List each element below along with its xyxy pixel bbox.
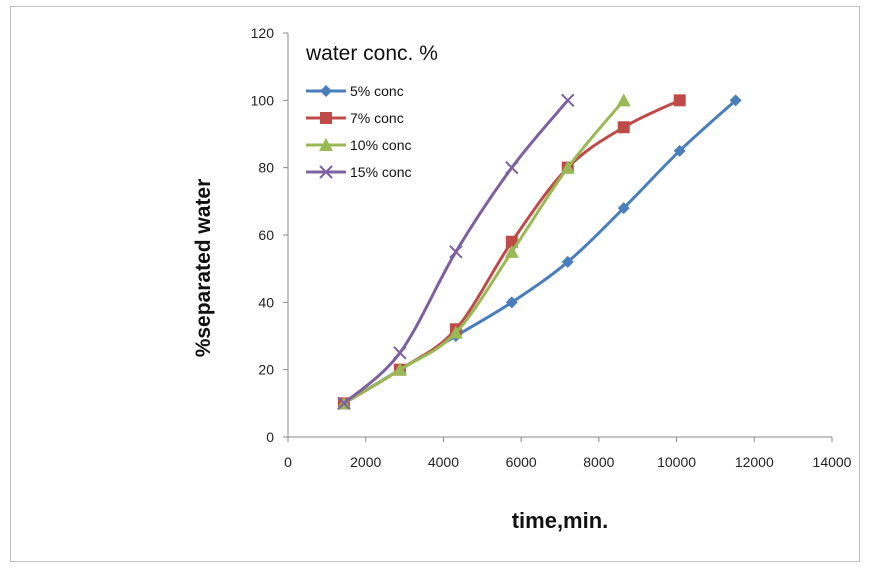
legend-marker bbox=[320, 112, 332, 124]
legend-label: 15% conc bbox=[350, 164, 411, 180]
x-marker-stroke bbox=[393, 346, 407, 360]
data-point bbox=[617, 121, 630, 134]
legend: water conc. % 5% conc 7% conc 10% conc 15% … bbox=[305, 42, 438, 180]
x-tick-label: 4000 bbox=[428, 454, 459, 470]
x-tick-label: 14000 bbox=[813, 454, 852, 470]
x-marker-stroke bbox=[319, 165, 333, 179]
y-tick-label: 100 bbox=[251, 92, 275, 108]
x-tick-label: 10000 bbox=[657, 454, 696, 470]
data-point bbox=[337, 396, 351, 411]
y-tick-label: 40 bbox=[258, 294, 274, 310]
legend-marker bbox=[319, 138, 333, 151]
y-tick-label: 120 bbox=[251, 25, 275, 41]
x-tick-label: 6000 bbox=[506, 454, 537, 470]
data-point bbox=[616, 93, 631, 107]
legend-entry: 5% conc bbox=[306, 83, 404, 99]
series-15-conc bbox=[337, 93, 575, 411]
x-tick-label: 12000 bbox=[735, 454, 774, 470]
legend-entry: 15% conc bbox=[306, 164, 411, 180]
data-point bbox=[673, 94, 686, 107]
x-axis-label: time,min. bbox=[512, 508, 609, 533]
x-marker-stroke bbox=[561, 93, 575, 108]
data-point bbox=[448, 325, 463, 339]
data-point bbox=[393, 346, 407, 360]
x-tick-label: 2000 bbox=[350, 454, 381, 470]
y-tick-label: 60 bbox=[258, 227, 274, 243]
data-point bbox=[505, 160, 519, 175]
x-marker-stroke bbox=[337, 396, 351, 411]
data-point bbox=[560, 160, 575, 174]
y-tick-label: 20 bbox=[258, 362, 274, 378]
legend-label: 7% conc bbox=[350, 110, 404, 126]
y-axis-label: %separated water bbox=[192, 179, 215, 358]
x-tick-label: 0 bbox=[284, 454, 292, 470]
legend-title: water conc. % bbox=[305, 42, 438, 65]
data-point bbox=[617, 202, 630, 215]
legend-marker bbox=[320, 85, 332, 97]
x-marker-stroke bbox=[449, 245, 463, 259]
data-point bbox=[673, 144, 686, 157]
legend-entry: 10% conc bbox=[306, 137, 411, 153]
legend-label: 5% conc bbox=[350, 83, 404, 99]
chart-frame bbox=[10, 6, 860, 562]
axes: 0 20 40 60 80 100 120 0 2000 4000 6000 8000 10000 120… bbox=[251, 25, 852, 470]
y-tick-label: 80 bbox=[258, 160, 274, 176]
legend-label: 10% conc bbox=[350, 137, 411, 153]
legend-marker bbox=[319, 165, 333, 179]
y-tick-label: 0 bbox=[266, 429, 274, 445]
x-tick-label: 8000 bbox=[583, 454, 614, 470]
series-layer bbox=[336, 93, 742, 411]
data-point bbox=[449, 245, 463, 259]
x-marker-stroke bbox=[505, 160, 519, 175]
data-point bbox=[505, 296, 518, 309]
data-point bbox=[561, 255, 574, 268]
data-point bbox=[504, 244, 519, 258]
data-point bbox=[561, 93, 575, 108]
legend-entry: 7% conc bbox=[306, 110, 404, 126]
data-point bbox=[392, 362, 407, 376]
data-point bbox=[729, 94, 742, 107]
